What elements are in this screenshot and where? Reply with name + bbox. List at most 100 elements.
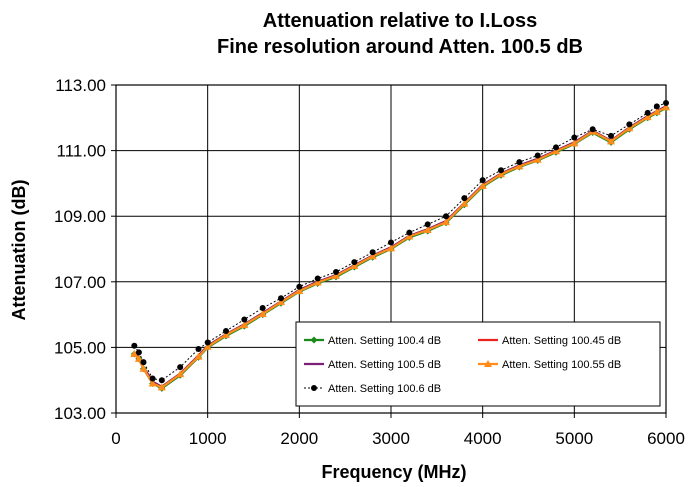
data-point [626, 121, 633, 128]
data-point [533, 155, 542, 163]
data-point [332, 271, 340, 279]
legend-entry: Atten. Setting 100.6 dB [304, 383, 441, 395]
data-point [405, 232, 414, 240]
data-point [570, 139, 579, 147]
data-point [240, 321, 249, 329]
series-line [133, 106, 667, 389]
data-point [204, 339, 211, 346]
legend-marker [311, 385, 317, 391]
data-point [176, 370, 185, 378]
data-point [241, 316, 248, 323]
data-point [552, 147, 560, 155]
y-tick-label: 103.00 [54, 404, 106, 423]
legend-label: Atten. Setting 100.6 dB [328, 383, 441, 395]
data-point [589, 126, 596, 133]
chart-subtitle: Fine resolution around Atten. 100.5 dB [217, 36, 583, 58]
data-point [139, 364, 148, 372]
data-point [644, 109, 651, 116]
data-point [461, 195, 468, 202]
data-point [130, 349, 139, 357]
data-point [479, 177, 486, 184]
data-point [157, 383, 166, 391]
legend-entry: Atten. Setting 100.55 dB [478, 359, 621, 371]
legend-entry: Atten. Setting 100.5 dB [304, 359, 441, 371]
data-point [296, 283, 303, 290]
data-point [135, 349, 142, 356]
legend-label: Atten. Setting 100.55 dB [502, 359, 621, 371]
data-point [195, 346, 202, 353]
x-tick-label: 3000 [372, 429, 410, 448]
legend-label: Atten. Setting 100.4 dB [328, 335, 441, 347]
data-point [534, 152, 541, 159]
data-point [131, 342, 138, 349]
legend: Atten. Setting 100.4 dB Atten. Setting 10… [295, 321, 661, 407]
legend-entry: Atten. Setting 100.4 dB [304, 335, 441, 347]
x-tick-label: 5000 [555, 429, 593, 448]
x-tick-label: 4000 [464, 429, 502, 448]
data-point [406, 229, 413, 236]
data-point [194, 352, 203, 360]
legend-entry: Atten. Setting 100.45 dB [478, 335, 621, 347]
x-axis-title: Frequency (MHz) [321, 462, 466, 482]
x-tick-label: 6000 [647, 429, 685, 448]
data-point [653, 103, 660, 110]
data-point [553, 144, 559, 151]
data-point [223, 328, 229, 334]
data-point [314, 275, 321, 282]
data-point [313, 278, 322, 286]
data-point [460, 199, 469, 207]
legend-label: Atten. Setting 100.45 dB [502, 335, 621, 347]
data-point [149, 375, 156, 382]
y-tick-label: 111.00 [57, 142, 106, 161]
series-line [133, 102, 667, 381]
legend-label: Atten. Setting 100.5 dB [328, 359, 441, 371]
series-5 [131, 100, 669, 384]
data-point [442, 218, 450, 226]
data-point [177, 364, 184, 371]
data-point [516, 159, 523, 166]
data-point [369, 249, 376, 256]
data-point [148, 379, 157, 387]
chart-title: Attenuation relative to I.Loss [263, 10, 537, 32]
y-tick-label: 113.00 [55, 76, 106, 95]
data-point [607, 137, 615, 145]
data-point [259, 305, 266, 312]
data-point [443, 213, 449, 220]
data-point [258, 309, 267, 317]
data-point [497, 170, 505, 178]
data-point [663, 100, 669, 107]
axis-ticks: 0 1000 2000 3000 4000 5000 6000 103.00 105.00 107… [54, 76, 685, 448]
data-point [424, 221, 431, 228]
data-point [368, 252, 377, 260]
data-point [423, 225, 432, 233]
data-point [350, 262, 359, 270]
legend-marker [484, 360, 492, 367]
data-point [351, 259, 358, 266]
data-point [652, 107, 661, 115]
data-point [158, 377, 165, 384]
y-axis-title: Attenuation (dB) [9, 180, 29, 321]
data-point [662, 103, 670, 111]
data-point [571, 134, 578, 141]
data-point [140, 359, 147, 366]
legend-marker [310, 336, 318, 344]
data-point [498, 167, 504, 174]
data-point [388, 239, 394, 246]
data-point [278, 295, 284, 302]
data-point [608, 132, 614, 139]
series-group [130, 100, 670, 392]
data-point [333, 268, 339, 275]
data-point [277, 298, 285, 306]
y-tick-label: 105.00 [54, 338, 106, 357]
data-point [203, 342, 212, 350]
data-point [387, 244, 395, 252]
x-tick-label: 2000 [280, 429, 318, 448]
data-point [625, 124, 634, 132]
data-point [222, 330, 230, 338]
data-point [515, 162, 524, 170]
series-4 [130, 103, 670, 391]
x-tick-label: 0 [111, 429, 120, 448]
y-tick-label: 109.00 [54, 207, 106, 226]
